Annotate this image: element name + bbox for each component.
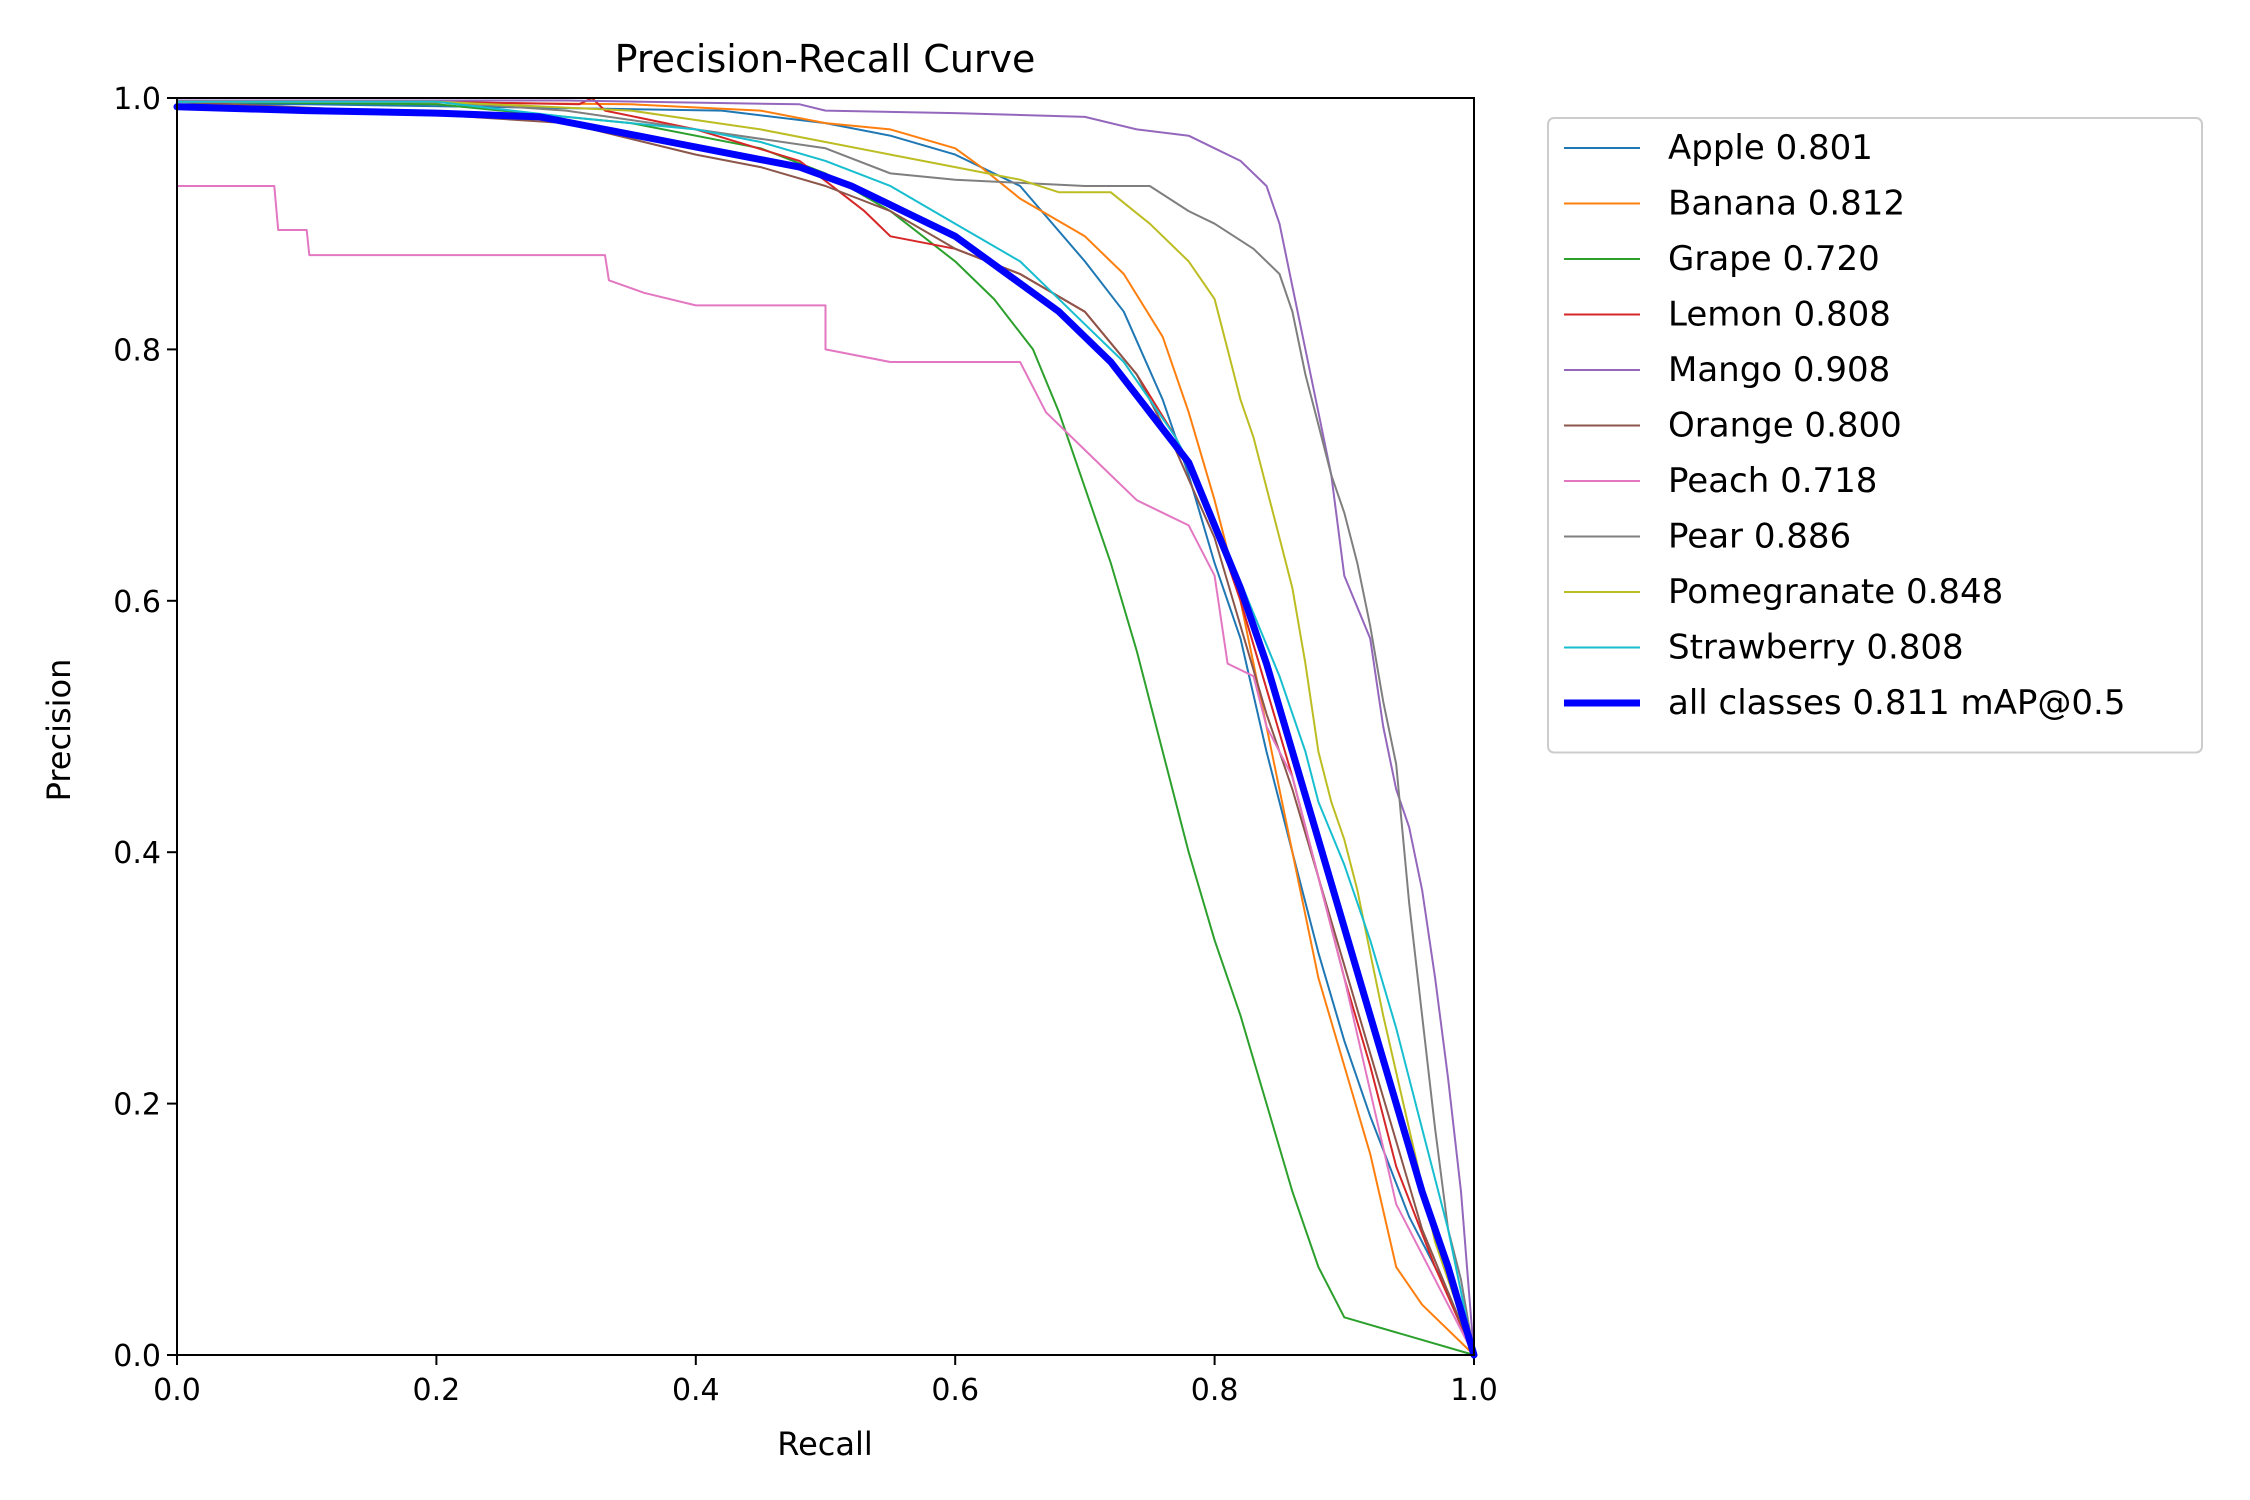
y-tick-label: 1.0	[113, 82, 161, 117]
x-tick-label: 0.2	[413, 1373, 461, 1408]
legend-label-orange: Orange 0.800	[1668, 406, 1902, 446]
x-axis-label: Recall	[777, 1425, 872, 1463]
series-line-lemon	[176, 97, 1475, 1356]
y-tick-label: 0.6	[113, 585, 161, 620]
legend-label-apple: Apple 0.801	[1668, 128, 1873, 168]
legend-label-banana: Banana 0.812	[1668, 184, 1905, 224]
legend-label-all-classes: all classes 0.811 mAP@0.5	[1668, 683, 2125, 723]
legend-label-grape: Grape 0.720	[1668, 239, 1880, 279]
series-line-peach	[176, 185, 1475, 1356]
series-line-banana	[176, 100, 1475, 1356]
series-line-mango	[176, 99, 1475, 1356]
y-tick-label: 0.4	[113, 836, 161, 871]
axis-ticks: 0.0 0.2 0.4 0.6 0.8 1.0 0.0 0.2 0.4 0.6 0.8 1.0	[113, 82, 1498, 1408]
legend-label-lemon: Lemon 0.808	[1668, 295, 1891, 335]
x-tick-label: 0.4	[672, 1373, 720, 1408]
y-tick-label: 0.0	[113, 1339, 161, 1374]
legend-label-strawberry: Strawberry 0.808	[1668, 628, 1964, 668]
x-tick-label: 0.8	[1191, 1373, 1239, 1408]
legend-label-mango: Mango 0.908	[1668, 350, 1890, 390]
x-tick-label: 1.0	[1450, 1373, 1498, 1408]
y-tick-label: 0.8	[113, 333, 161, 368]
legend: Apple 0.801 Banana 0.812 Grape 0.720 Lemon …	[1547, 117, 2203, 754]
plot-frame	[176, 97, 1475, 1356]
legend-label-peach: Peach 0.718	[1668, 461, 1877, 501]
x-tick-label: 0.0	[153, 1373, 201, 1408]
y-tick-label: 0.2	[113, 1088, 161, 1123]
x-tick-label: 0.6	[931, 1373, 979, 1408]
series-line-pear	[176, 100, 1475, 1356]
series-line-pomegranate	[176, 100, 1475, 1356]
series-line-all-classes	[173, 103, 1478, 1359]
series-line-strawberry	[176, 100, 1475, 1356]
legend-label-pear: Pear 0.886	[1668, 517, 1851, 557]
y-axis-label: Precision	[40, 659, 78, 802]
series-line-grape	[176, 100, 1475, 1356]
series-layer	[173, 97, 1478, 1359]
series-line-orange	[176, 100, 1475, 1356]
legend-label-pomegranate: Pomegranate 0.848	[1668, 572, 2003, 612]
legend-box	[1547, 117, 2203, 754]
chart-title: Precision-Recall Curve	[615, 37, 1036, 81]
